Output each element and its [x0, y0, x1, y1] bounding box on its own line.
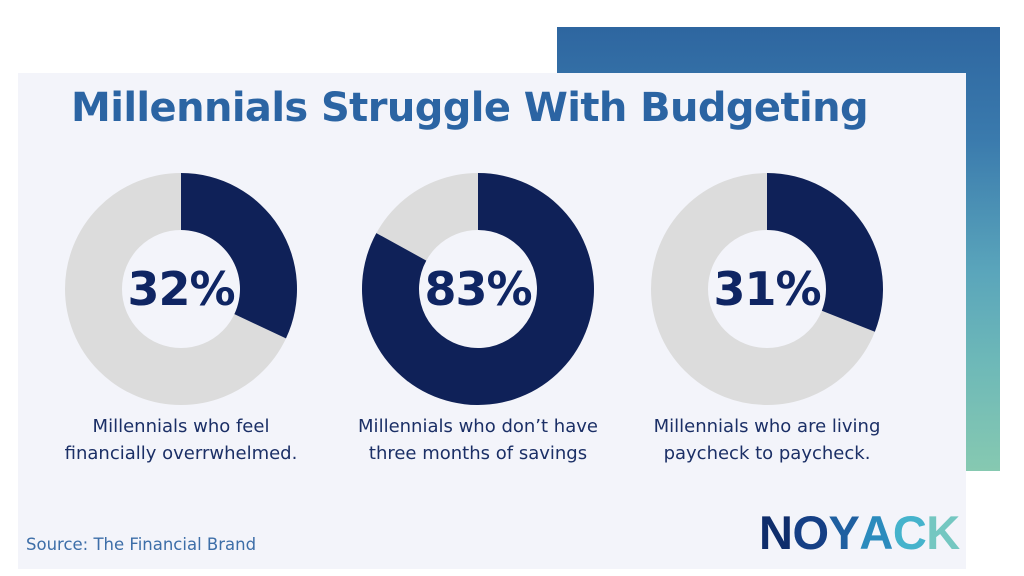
logo-letter: A: [859, 506, 893, 559]
donut-filled-segment: [362, 173, 594, 405]
donut-ring: [65, 173, 297, 405]
donut-filled-segment: [181, 173, 297, 339]
caption-line: paycheck to paycheck.: [663, 443, 871, 464]
caption-line: Millennials who feel: [92, 416, 270, 437]
donut-value: 32%: [127, 262, 235, 316]
donut-value: 83%: [424, 262, 532, 316]
noyack-logo: NOYACK: [759, 505, 960, 560]
donut-chart-no-savings: 83%: [361, 172, 595, 406]
logo-letter: K: [926, 506, 960, 559]
caption-line: Millennials who are living: [653, 416, 881, 437]
page-title: Millennials Struggle With Budgeting: [71, 85, 869, 131]
infographic-card: Millennials Struggle With Budgeting 32% …: [18, 73, 966, 569]
donut-ring: [362, 173, 594, 405]
caption-line: financially overrwhelmed.: [64, 443, 298, 464]
donut-filled-segment: [767, 173, 883, 332]
logo-letter: Y: [828, 506, 860, 559]
donut-value: 31%: [713, 262, 821, 316]
caption-paycheck: Millennials who are living paycheck to p…: [617, 413, 917, 467]
logo-letter: O: [792, 506, 829, 559]
caption-line: three months of savings: [368, 443, 588, 464]
caption-no-savings: Millennials who don’t have three months …: [328, 413, 628, 467]
caption-line: Millennials who don’t have: [358, 416, 598, 437]
donut-chart-paycheck: 31%: [650, 172, 884, 406]
logo-letter: C: [892, 506, 927, 559]
logo-letter: N: [759, 506, 793, 559]
caption-overwhelmed: Millennials who feel financially overrwh…: [31, 413, 331, 467]
donut-ring: [651, 173, 883, 405]
source-citation: Source: The Financial Brand: [26, 535, 257, 554]
donut-chart-overwhelmed: 32%: [64, 172, 298, 406]
